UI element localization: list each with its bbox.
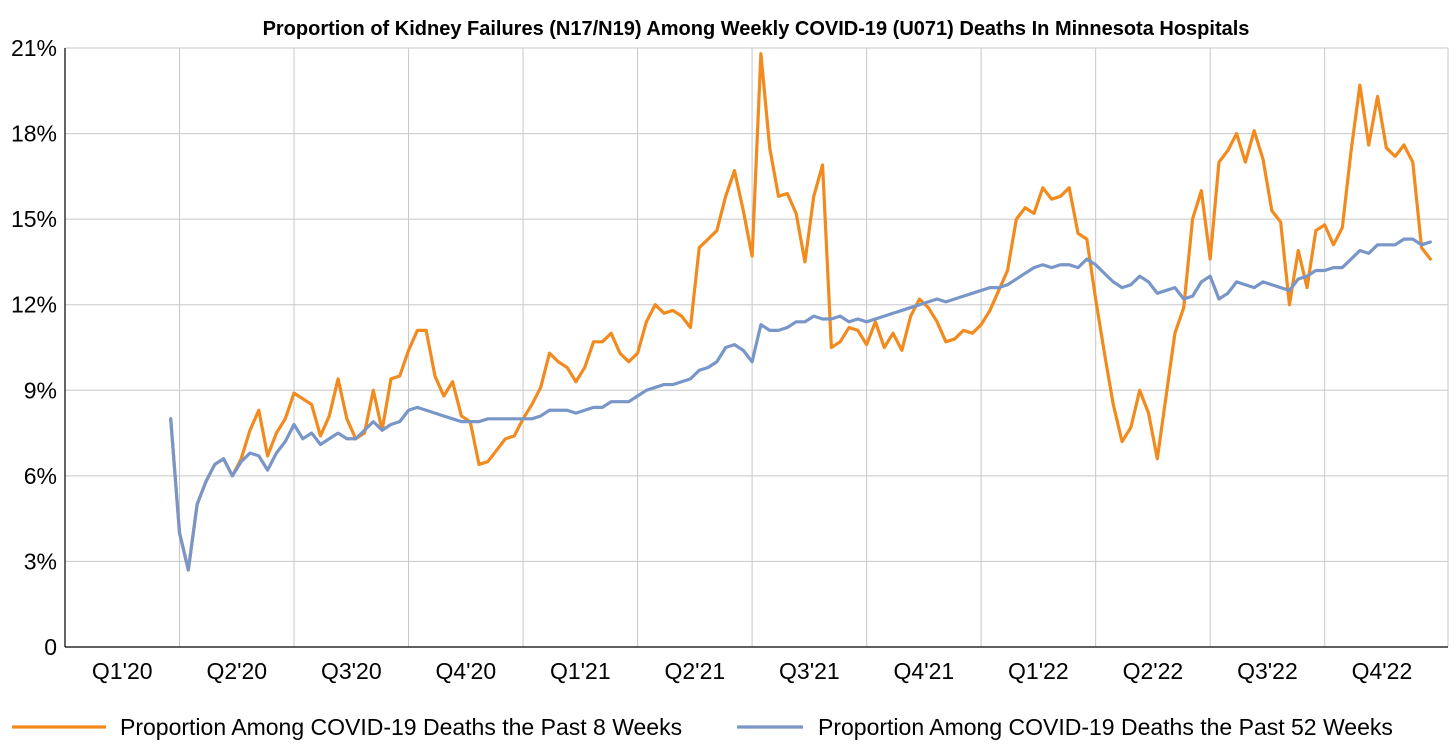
y-tick-labels: 0 3% 6% 9% 12% 15% 18% 21%	[11, 35, 57, 660]
y-tick-label: 15%	[11, 206, 57, 232]
x-tick-label: Q2'22	[1123, 658, 1184, 684]
series-lines	[169, 52, 1432, 572]
legend-label: Proportion Among COVID-19 Deaths the Pas…	[818, 714, 1393, 740]
y-tick-label: 18%	[11, 121, 57, 147]
x-tick-label: Q2'20	[206, 658, 267, 684]
x-tick-label: Q3'20	[321, 658, 382, 684]
legend-label: Proportion Among COVID-19 Deaths the Pas…	[120, 714, 682, 740]
x-tick-label: Q2'21	[665, 658, 726, 684]
y-tick-label: 9%	[24, 377, 57, 403]
x-tick-label: Q3'21	[779, 658, 840, 684]
x-tick-label: Q4'22	[1352, 658, 1413, 684]
y-tick-label: 0	[44, 634, 57, 660]
y-tick-label: 12%	[11, 292, 57, 318]
x-tick-labels: Q1'20 Q2'20 Q3'20 Q4'20 Q1'21 Q2'21 Q3'21 Q4'21…	[92, 658, 1412, 684]
legend: Proportion Among COVID-19 Deaths the Pas…	[12, 714, 1393, 740]
series-line-past-8-weeks	[169, 52, 1432, 572]
x-tick-label: Q4'20	[435, 658, 496, 684]
chart-title: Proportion of Kidney Failures (N17/N19) …	[263, 18, 1250, 40]
x-tick-label: Q4'21	[894, 658, 955, 684]
y-tick-label: 3%	[24, 548, 57, 574]
axes	[64, 48, 1448, 648]
series-line-past-52-weeks	[169, 237, 1432, 572]
y-tick-label: 21%	[11, 35, 57, 61]
x-tick-label: Q1'20	[92, 658, 153, 684]
x-tick-label: Q1'22	[1008, 658, 1069, 684]
x-tick-label: Q3'22	[1237, 658, 1298, 684]
y-tick-label: 6%	[24, 463, 57, 489]
x-tick-label: Q1'21	[550, 658, 611, 684]
